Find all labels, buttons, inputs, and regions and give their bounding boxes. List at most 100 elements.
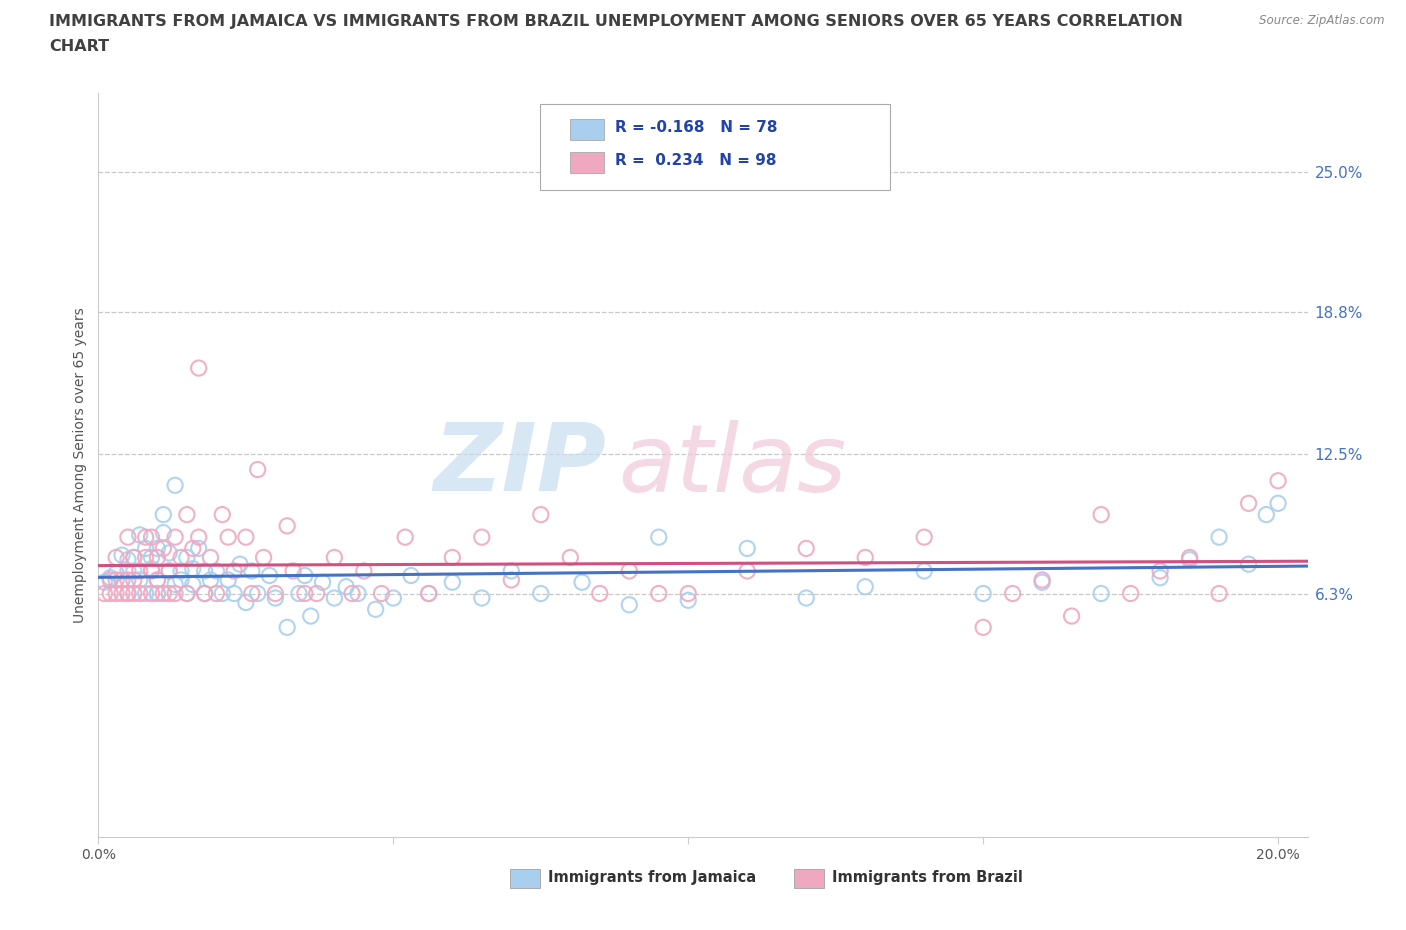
Point	[276, 620, 298, 635]
Point	[299, 608, 322, 623]
Point	[176, 586, 198, 601]
Point	[1237, 496, 1260, 511]
Point	[311, 575, 333, 590]
Point	[353, 564, 375, 578]
Point	[571, 575, 593, 590]
Text: R = -0.168   N = 78: R = -0.168 N = 78	[614, 121, 778, 136]
Point	[157, 546, 180, 561]
Point	[211, 507, 233, 522]
Text: Immigrants from Brazil: Immigrants from Brazil	[832, 870, 1024, 885]
Point	[441, 575, 464, 590]
Point	[1001, 586, 1024, 601]
Point	[152, 586, 174, 601]
Point	[105, 550, 128, 565]
Point	[105, 573, 128, 588]
Point	[471, 530, 494, 545]
Text: IMMIGRANTS FROM JAMAICA VS IMMIGRANTS FROM BRAZIL UNEMPLOYMENT AMONG SENIORS OVE: IMMIGRANTS FROM JAMAICA VS IMMIGRANTS FR…	[49, 14, 1182, 29]
Point	[471, 591, 494, 605]
Point	[146, 541, 169, 556]
Point	[794, 591, 817, 605]
Point	[441, 550, 464, 565]
Point	[972, 620, 994, 635]
Point	[853, 550, 876, 565]
Point	[93, 586, 115, 601]
Point	[418, 586, 440, 601]
Point	[187, 530, 209, 545]
Point	[128, 573, 150, 588]
Point	[117, 586, 139, 601]
Point	[170, 550, 193, 565]
Point	[1149, 570, 1171, 585]
Point	[128, 586, 150, 601]
Point	[1267, 496, 1289, 511]
Point	[122, 564, 145, 578]
Point	[222, 586, 245, 601]
Point	[281, 564, 304, 578]
Point	[347, 586, 370, 601]
Point	[1208, 530, 1230, 545]
Point	[217, 573, 239, 588]
Point	[117, 552, 139, 567]
Point	[157, 586, 180, 601]
Point	[678, 586, 700, 601]
Point	[170, 564, 193, 578]
Point	[364, 602, 387, 617]
Point	[152, 507, 174, 522]
Point	[176, 507, 198, 522]
Point	[323, 591, 346, 605]
Point	[146, 573, 169, 588]
Text: CHART: CHART	[49, 39, 110, 54]
Text: Immigrants from Jamaica: Immigrants from Jamaica	[548, 870, 756, 885]
Point	[205, 586, 228, 601]
Point	[176, 586, 198, 601]
Point	[194, 564, 217, 578]
Point	[141, 550, 163, 565]
Point	[111, 548, 134, 563]
Point	[187, 361, 209, 376]
FancyBboxPatch shape	[569, 119, 603, 140]
Point	[98, 586, 121, 601]
Point	[187, 541, 209, 556]
Point	[619, 597, 641, 612]
Point	[305, 586, 328, 601]
Point	[399, 568, 422, 583]
Point	[229, 557, 252, 572]
Point	[418, 586, 440, 601]
Point	[117, 586, 139, 601]
Point	[205, 564, 228, 578]
Point	[222, 564, 245, 578]
Point	[1119, 586, 1142, 601]
FancyBboxPatch shape	[569, 152, 603, 173]
Point	[340, 586, 363, 601]
Point	[678, 592, 700, 607]
Point	[235, 595, 257, 610]
Point	[146, 586, 169, 601]
Point	[165, 577, 187, 591]
Point	[165, 586, 187, 601]
Point	[157, 564, 180, 578]
Point	[1178, 552, 1201, 567]
Point	[146, 573, 169, 588]
Point	[181, 562, 204, 577]
Point	[294, 586, 316, 601]
Point	[98, 570, 121, 585]
Point	[735, 541, 758, 556]
Point	[141, 564, 163, 578]
Point	[135, 586, 157, 601]
Text: ZIP: ZIP	[433, 419, 606, 511]
Point	[122, 550, 145, 565]
Point	[501, 573, 523, 588]
Point	[122, 573, 145, 588]
Point	[122, 586, 145, 601]
Point	[1060, 608, 1083, 623]
Point	[135, 541, 157, 556]
Point	[382, 591, 405, 605]
Point	[735, 564, 758, 578]
Point	[648, 586, 671, 601]
Point	[1178, 550, 1201, 565]
Y-axis label: Unemployment Among Seniors over 65 years: Unemployment Among Seniors over 65 years	[73, 307, 87, 623]
FancyBboxPatch shape	[540, 104, 890, 190]
FancyBboxPatch shape	[793, 869, 824, 887]
Point	[165, 530, 187, 545]
Point	[335, 579, 357, 594]
